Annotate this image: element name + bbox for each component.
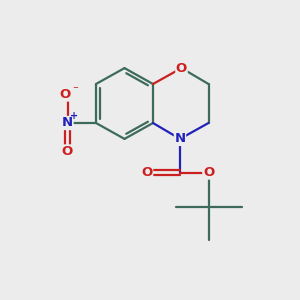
Text: O: O (176, 61, 187, 75)
Text: O: O (203, 166, 214, 179)
Text: +: + (70, 111, 78, 122)
Text: O: O (59, 88, 70, 101)
Text: O: O (141, 166, 153, 179)
Text: N: N (62, 116, 73, 130)
Text: ⁻: ⁻ (72, 85, 78, 95)
Text: O: O (62, 145, 73, 158)
Text: N: N (174, 132, 186, 146)
